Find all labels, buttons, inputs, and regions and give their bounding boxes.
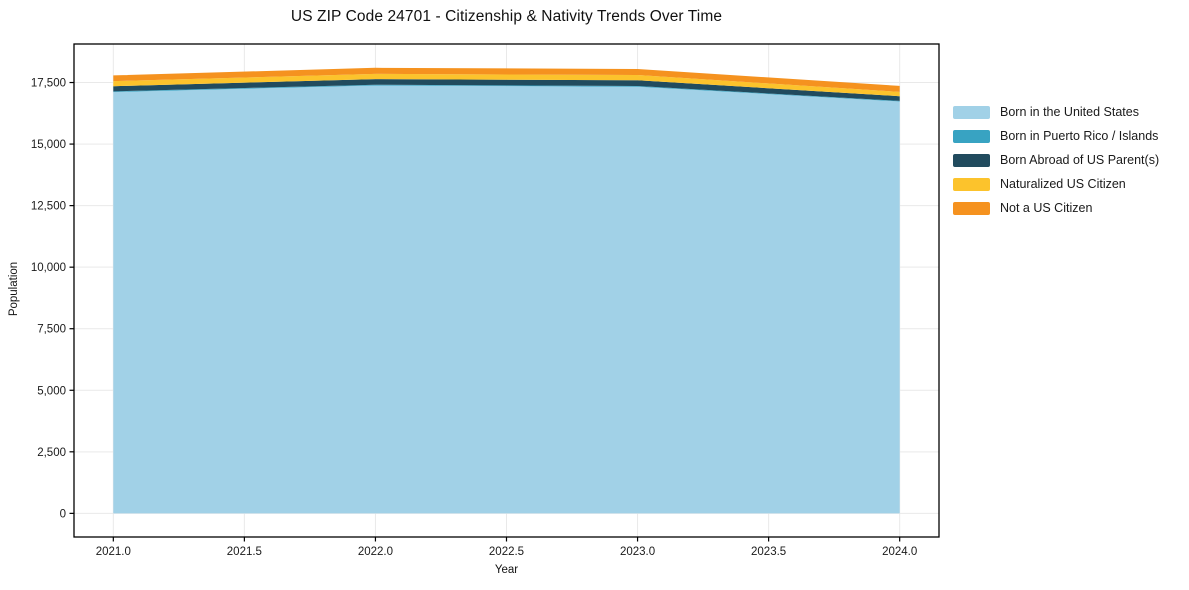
- legend-label: Born in the United States: [1000, 105, 1139, 119]
- plot-border: [73, 43, 940, 538]
- y-tick-label: 7,500: [37, 324, 66, 336]
- x-tick-label: 2023.5: [751, 546, 786, 558]
- legend-entry-0: Born in the United States: [953, 100, 1159, 124]
- x-tick-label: 2022.0: [358, 546, 393, 558]
- y-tick-label: 17,500: [31, 78, 66, 90]
- x-tick-label: 2021.0: [96, 546, 131, 558]
- legend-swatch: [953, 177, 990, 191]
- legend-entry-3: Naturalized US Citizen: [953, 172, 1159, 196]
- legend-label: Not a US Citizen: [1000, 201, 1093, 215]
- legend-label: Born Abroad of US Parent(s): [1000, 153, 1160, 167]
- legend-label: Born in Puerto Rico / Islands: [1000, 129, 1159, 143]
- legend-entry-1: Born in Puerto Rico / Islands: [953, 124, 1159, 148]
- legend-swatch: [953, 129, 990, 143]
- legend-swatch: [953, 201, 990, 215]
- area-series-0: [113, 85, 900, 514]
- area-series-3: [113, 73, 900, 97]
- x-tick-label: 2022.5: [489, 546, 524, 558]
- x-tick-label: 2021.5: [227, 546, 262, 558]
- x-axis-label: Year: [494, 564, 519, 576]
- x-tick-label: 2023.0: [620, 546, 655, 558]
- y-tick-label: 2,500: [37, 447, 66, 459]
- area-series-2: [113, 79, 900, 101]
- y-tick-label: 5,000: [37, 385, 66, 397]
- area-series-4: [113, 67, 900, 92]
- y-tick-label: 12,500: [31, 201, 66, 213]
- chart-title: US ZIP Code 24701 - Citizenship & Nativi…: [290, 8, 723, 25]
- legend: Born in the United States Born in Puerto …: [953, 100, 1159, 220]
- legend-entry-4: Not a US Citizen: [953, 196, 1159, 220]
- x-tick-label: 2024.0: [882, 546, 917, 558]
- y-axis-label: Population: [8, 261, 20, 317]
- legend-swatch: [953, 153, 990, 167]
- y-tick-label: 10,000: [31, 262, 66, 274]
- y-tick-label: 0: [60, 508, 66, 520]
- legend-label: Naturalized US Citizen: [1000, 177, 1126, 191]
- legend-entry-2: Born Abroad of US Parent(s): [953, 148, 1159, 172]
- legend-swatch: [953, 105, 990, 119]
- y-tick-label: 15,000: [31, 139, 66, 151]
